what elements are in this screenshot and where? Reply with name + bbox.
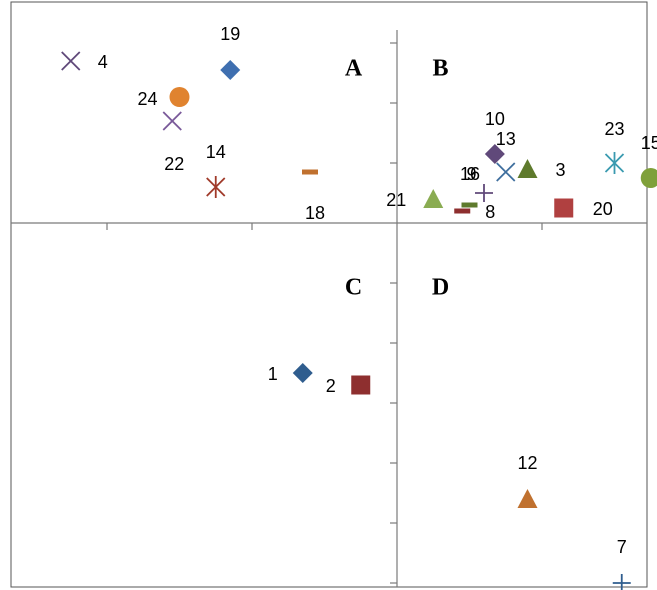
data-point-24 [169,87,190,107]
quadrant-label-d: D [432,275,449,301]
point-label-21: 21 [386,190,406,210]
data-point-1 [292,363,313,383]
data-point-4 [61,51,81,71]
axis-ticks [106,42,543,584]
point-label-16: 16 [460,164,480,184]
quadrant-label-a: A [345,56,363,82]
point-label-3: 3 [555,160,565,180]
point-label-1: 1 [268,364,278,384]
data-point-21 [423,189,444,208]
data-point-23 [604,152,625,174]
data-point-10 [484,144,505,164]
data-point-15 [640,168,657,188]
data-point-13 [496,162,516,182]
point-label-2: 2 [326,376,336,396]
point-label-10: 10 [485,109,505,129]
quadrant-labels: A B C D [345,56,449,301]
point-label-22: 22 [164,154,184,174]
data-point-20 [554,198,574,218]
data-point-8 [454,208,471,214]
point-label-18: 18 [305,203,325,223]
point-label-8: 8 [485,202,495,222]
quadrant-label-c: C [345,275,362,301]
point-label-23: 23 [604,119,624,139]
data-point-9 [461,202,478,208]
data-points [61,51,657,590]
point-labels: 123456789101112131415161718192021222324 [98,24,657,557]
point-label-20: 20 [593,199,613,219]
plot-frame [10,1,648,588]
data-point-14 [206,176,226,198]
data-point-18 [302,169,318,175]
point-label-12: 12 [517,453,537,473]
point-label-14: 14 [206,142,226,162]
point-label-24: 24 [137,89,157,109]
quadrant-label-b: B [432,56,448,82]
point-label-19: 19 [220,24,240,44]
data-point-2 [351,375,371,395]
point-label-7: 7 [617,537,627,557]
data-point-12 [517,489,538,508]
data-point-22 [162,111,182,131]
point-label-15: 15 [641,133,657,153]
data-point-7 [612,574,631,590]
data-point-3 [517,159,538,178]
data-point-19 [220,60,241,80]
point-label-4: 4 [98,52,108,72]
point-label-13: 13 [496,129,516,149]
point-label-9: 9 [466,164,476,184]
data-point-16 [475,184,493,202]
